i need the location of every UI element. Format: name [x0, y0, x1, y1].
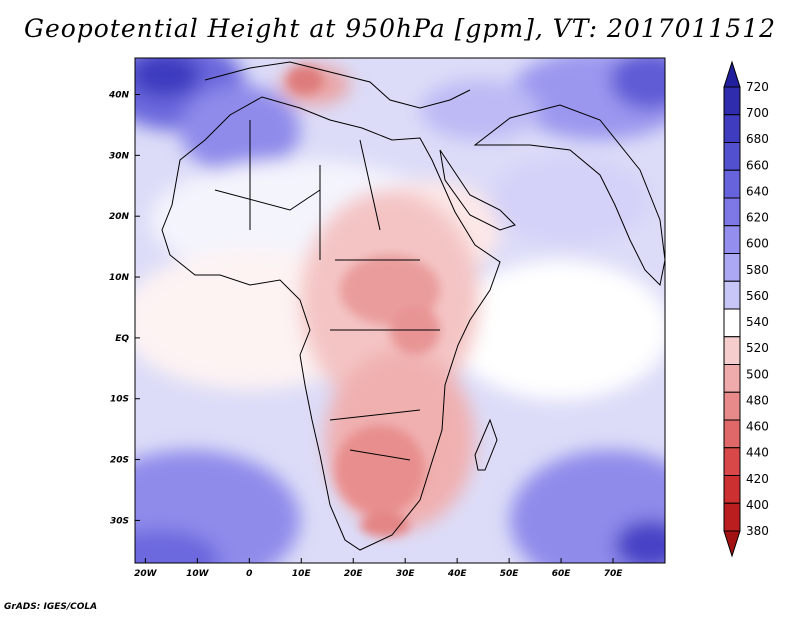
x-tick-label: 20E: [344, 569, 364, 579]
colorbar-min-triangle: [723, 530, 741, 558]
colorbar-level-label: 620: [746, 211, 769, 225]
y-tick-label: 30N: [109, 151, 130, 161]
colorbar-swatch: [723, 280, 741, 310]
colorbar-swatch: [723, 142, 741, 171]
x-tick-label: 50E: [500, 569, 520, 579]
x-tick-label: 0: [246, 569, 252, 579]
y-tick-label: EQ: [115, 334, 129, 344]
colorbar-level-label: 500: [746, 367, 769, 381]
colorbar-swatch: [723, 308, 741, 338]
colorbar-level-label: 400: [746, 498, 769, 512]
colorbar-max-triangle: [723, 60, 741, 88]
map-title: Geopotential Height at 950hPa [gpm], VT:…: [23, 14, 777, 43]
colorbar-level-label: 600: [746, 237, 769, 251]
colorbar-level-label: 480: [746, 393, 769, 407]
colorbar-swatch: [723, 86, 741, 116]
x-tick-label: 40E: [447, 569, 468, 579]
y-tick-label: 10S: [110, 395, 129, 405]
x-tick-label: 60E: [552, 569, 572, 579]
y-tick-label: 20S: [110, 456, 129, 466]
colorbar-swatch: [723, 225, 741, 254]
y-tick-label: 40N: [108, 91, 130, 101]
x-tick-label: 10E: [292, 569, 312, 579]
colorbar-swatch: [723, 419, 741, 449]
colorbar-level-label: 700: [746, 106, 769, 120]
longitude-axis: 20W 10W 0 10E 20E 30E 40E 50E 60E 70E: [134, 558, 623, 579]
y-tick-label: 30S: [110, 516, 129, 526]
colorbar-level-label: 540: [746, 315, 769, 329]
colorbar-level-label: 640: [746, 184, 769, 198]
colorbar-level-label: 720: [746, 80, 769, 94]
colorbar-swatch: [723, 169, 741, 199]
colorbar-swatch: [723, 253, 741, 282]
colorbar-swatch: [723, 336, 741, 365]
y-tick-label: 10N: [109, 273, 130, 283]
x-tick-label: 10W: [186, 569, 210, 579]
colorbar-swatch: [723, 502, 741, 532]
colorbar: 720 700 680 660 640 620 600 580 560 540 520 500 480 4…: [723, 60, 769, 558]
grads-credit: GrADS: IGES/COLA: [4, 602, 98, 612]
colorbar-level-label: 580: [746, 263, 769, 277]
colorbar-level-label: 460: [746, 420, 769, 434]
colorbar-level-label: 680: [746, 132, 769, 146]
geopotential-field: [135, 58, 665, 563]
x-tick-label: 70E: [604, 569, 624, 579]
colorbar-swatch: [723, 364, 741, 393]
colorbar-level-label: 520: [746, 341, 769, 355]
colorbar-level-label: 420: [746, 472, 769, 486]
latitude-axis: 40N 30N 20N 10N EQ 10S 20S 30S: [108, 91, 140, 526]
y-tick-label: 20N: [109, 212, 130, 222]
x-tick-label: 20W: [134, 569, 158, 579]
map-frame: [134, 57, 666, 564]
x-tick-label: 30E: [396, 569, 416, 579]
colorbar-level-label: 380: [746, 524, 769, 538]
colorbar-swatch: [723, 197, 741, 227]
colorbar-swatch: [723, 475, 741, 504]
colorbar-swatch: [723, 114, 741, 143]
colorbar-swatch: [723, 447, 741, 476]
colorbar-swatch: [723, 391, 741, 421]
colorbar-level-label: 440: [746, 446, 769, 460]
coastline-outlines: [161, 61, 665, 551]
colorbar-level-label: 660: [746, 158, 769, 172]
colorbar-level-label: 560: [746, 289, 769, 303]
